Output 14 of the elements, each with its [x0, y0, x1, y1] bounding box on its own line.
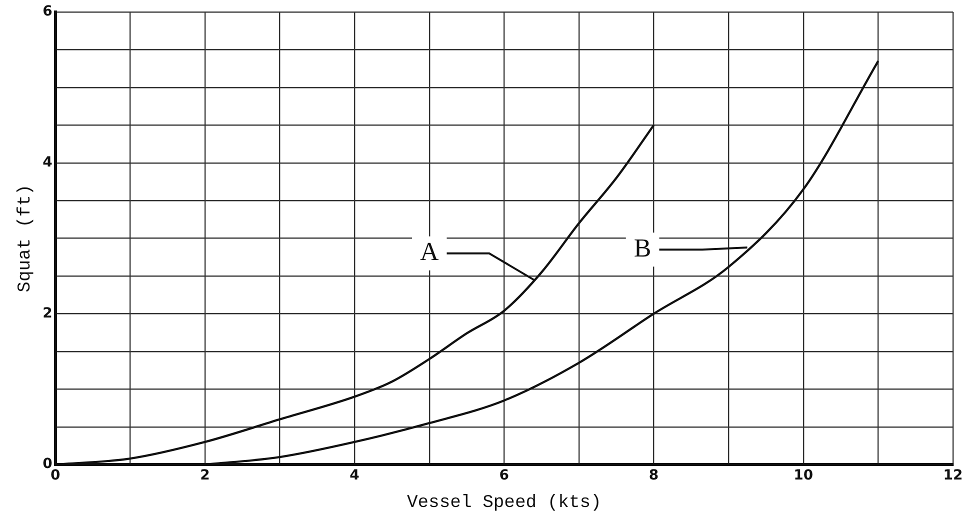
x-tick-label: 4: [350, 468, 360, 484]
annotation: A: [420, 237, 439, 266]
x-tick-label: 6: [499, 468, 510, 484]
x-tick-label: 10: [794, 468, 814, 484]
y-axis-title: Squat (ft): [16, 184, 36, 292]
y-tick-label: 6: [42, 4, 52, 20]
y-tick-label: 2: [42, 305, 52, 322]
x-tick-label: 2: [200, 468, 210, 484]
y-tick-label: 0: [42, 456, 53, 472]
annotation: B: [634, 233, 652, 262]
x-axis-title: Vessel Speed (kts): [406, 492, 602, 513]
x-tick-label: 8: [648, 468, 659, 484]
y-tick-label: 4: [42, 154, 53, 171]
x-tick-label: 12: [943, 468, 963, 484]
